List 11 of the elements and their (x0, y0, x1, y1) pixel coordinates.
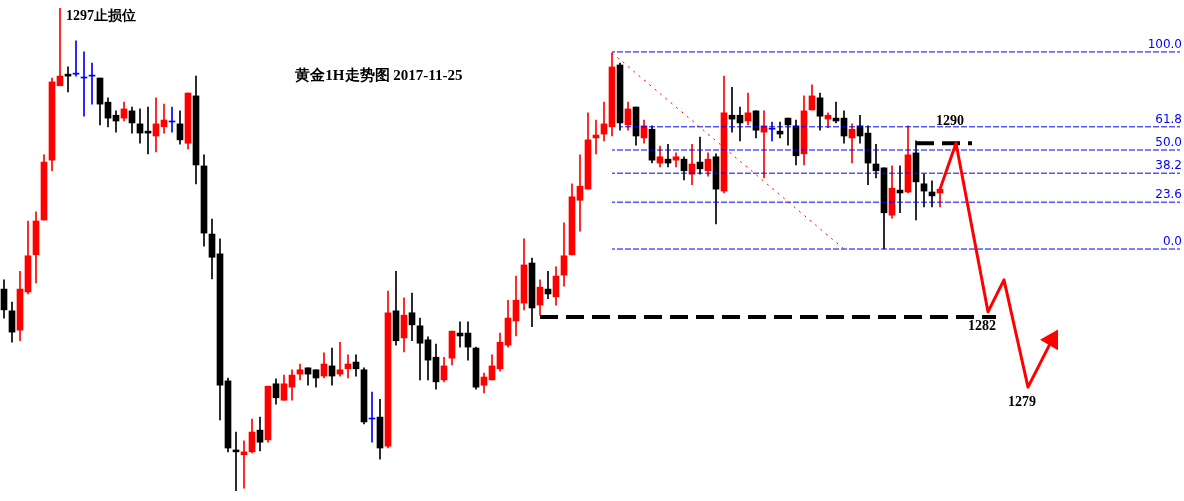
series-label: 0.0 (1162, 234, 1182, 249)
annotation: 1290 (936, 112, 964, 128)
series-label: 100.0 (1147, 37, 1182, 52)
annotation: 1297止损位 (66, 7, 136, 23)
series-label: 61.8 (1155, 111, 1182, 126)
series-label: 38.2 (1155, 158, 1182, 173)
series-label: 50.0 (1155, 135, 1182, 150)
series-label: 23.6 (1155, 187, 1182, 202)
annotation: 1282 (968, 318, 996, 334)
text: 黄金1H走势图 2017-11-25 (294, 66, 463, 83)
annotation: 1279 (1008, 393, 1036, 409)
